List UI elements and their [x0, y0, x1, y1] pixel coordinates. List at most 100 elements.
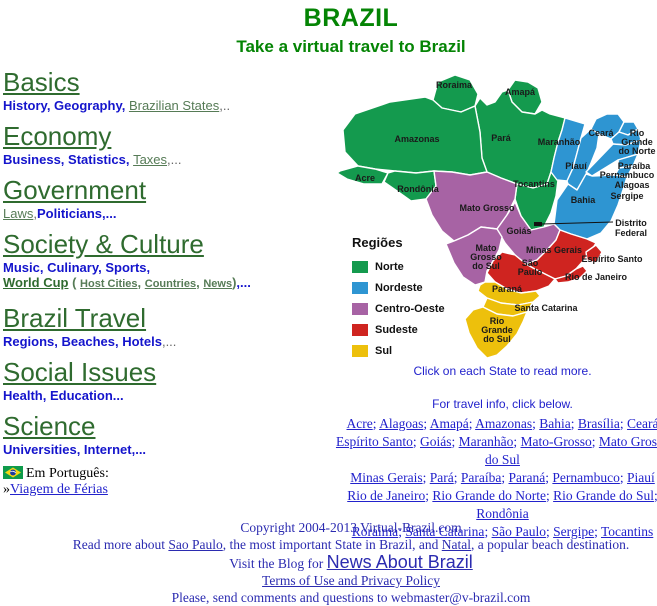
map-label-mato-grosso-do-sul-3[interactable]: do Sul	[472, 261, 500, 271]
link-economy[interactable]: Economy	[3, 121, 112, 151]
link-state-rio-grande-do-norte[interactable]: Rio Grande do Norte	[432, 488, 546, 503]
link-state-pernambuco[interactable]: Pernambuco	[552, 470, 620, 485]
map-label-rio-grande-do-norte-1[interactable]: Rio	[630, 128, 645, 138]
legend-title: Regiões	[352, 235, 403, 250]
link-state-mato-grosso[interactable]: Mato-Grosso	[520, 434, 592, 449]
link-society-culture[interactable]: Society & Culture	[3, 229, 204, 259]
map-label-distrito-federal-1[interactable]: Distrito	[615, 218, 647, 228]
map-label-piaui[interactable]: Piauí	[565, 161, 587, 171]
link-taxes[interactable]: Taxes	[133, 152, 168, 167]
link-state-minas-gerais[interactable]: Minas Gerais	[350, 470, 423, 485]
state-rio-grande-do-sul[interactable]	[464, 306, 528, 359]
link-state-amapa[interactable]: Amapá	[429, 416, 469, 431]
map-label-mato-grosso-do-sul-1[interactable]: Mato	[476, 243, 497, 253]
link-state-maranhao[interactable]: Maranhão	[458, 434, 514, 449]
link-state-paraiba[interactable]: Paraíba	[460, 470, 502, 485]
map-label-rio-grande-do-norte-2[interactable]: Grande	[621, 137, 653, 147]
link-science[interactable]: Science	[3, 411, 96, 441]
link-state-para[interactable]: Pará	[429, 470, 454, 485]
sep: ;	[451, 434, 459, 449]
map-label-paraiba[interactable]: Paraíba	[618, 161, 652, 171]
link-basics[interactable]: Basics	[3, 67, 80, 97]
link-state-goias[interactable]: Goiás	[419, 434, 452, 449]
link-state-alagoas[interactable]: Alagoas	[379, 416, 424, 431]
map-label-tocantins[interactable]: Tocantins	[513, 179, 555, 189]
link-state-piaui[interactable]: Piauí	[627, 470, 655, 485]
link-state-mato-grosso-do-sul[interactable]: Mato Grosso do Sul	[485, 434, 657, 467]
map-label-rio-de-janeiro[interactable]: Rio de Janeiro	[565, 272, 628, 282]
link-brazil-travel[interactable]: Brazil Travel	[3, 303, 147, 333]
link-laws[interactable]: Laws	[3, 206, 34, 221]
link-social-issues[interactable]: Social Issues	[3, 357, 157, 387]
link-state-ceara[interactable]: Ceará	[627, 416, 657, 431]
link-government[interactable]: Government	[3, 175, 147, 205]
map-label-santa-catarina[interactable]: Santa Catarina	[514, 303, 578, 313]
sep: ;	[594, 524, 601, 539]
state-mato-grosso-do-sul[interactable]	[445, 226, 503, 286]
map-label-rondonia[interactable]: Rondônia	[397, 184, 439, 194]
sep: ;	[545, 488, 554, 503]
distrito-federal-marker[interactable]	[534, 222, 542, 226]
link-state-acre[interactable]: Acre	[346, 416, 373, 431]
link-state-parana[interactable]: Paraná	[508, 470, 546, 485]
map-label-pernambuco[interactable]: Pernambuco	[600, 170, 655, 180]
map-label-para[interactable]: Pará	[491, 133, 512, 143]
map-label-sergipe[interactable]: Sergipe	[610, 191, 643, 201]
link-terms-privacy[interactable]: Terms of Use and Privacy Policy	[262, 573, 440, 588]
map-label-amazonas[interactable]: Amazonas	[394, 134, 439, 144]
map-label-maranhao[interactable]: Maranhão	[538, 137, 581, 147]
link-countries[interactable]: Countries	[144, 278, 197, 290]
state-acre[interactable]	[336, 165, 389, 185]
map-label-ceara[interactable]: Ceará	[588, 128, 614, 138]
state-espirito-santo[interactable]	[585, 244, 603, 264]
map-label-espirito-santo[interactable]: Espírito Santo	[581, 254, 643, 264]
map-label-roraima[interactable]: Roraima	[436, 80, 473, 90]
link-news[interactable]: News	[203, 278, 233, 290]
map-label-mato-grosso[interactable]: Mato Grosso	[459, 203, 515, 213]
link-state-bahia[interactable]: Bahia	[539, 416, 571, 431]
map-label-sao-paulo-1[interactable]: São	[522, 258, 539, 268]
link-host-cities[interactable]: Host Cities	[80, 278, 138, 290]
map-label-rio-grande-do-sul-3[interactable]: do Sul	[483, 334, 511, 344]
link-brazilian-states[interactable]: Brazilian States	[128, 98, 220, 113]
sep: ;	[570, 416, 578, 431]
map-label-distrito-federal-2[interactable]: Federal	[615, 228, 647, 238]
sep: ;	[423, 416, 430, 431]
map-label-rio-grande-do-sul-1[interactable]: Rio	[490, 316, 505, 326]
state-rio-de-janeiro[interactable]	[554, 265, 588, 284]
link-state-roraima[interactable]: Roraima	[351, 524, 399, 539]
map-label-alagoas[interactable]: Alagoas	[614, 180, 649, 190]
link-state-rio-grande-do-sul[interactable]: Rio Grande do Sul	[553, 488, 654, 503]
map-label-bahia[interactable]: Bahia	[571, 195, 597, 205]
link-state-rondonia[interactable]: Rondônia	[476, 506, 529, 521]
map-label-acre[interactable]: Acre	[355, 173, 375, 183]
link-natal[interactable]: Natal	[441, 537, 471, 552]
link-viagem-de-ferias[interactable]: Viagem de Férias	[10, 482, 108, 497]
map-click-note: Click on each State to read more.	[413, 364, 592, 378]
map-label-parana[interactable]: Paraná	[492, 284, 523, 294]
link-state-tocantins[interactable]: Tocantins	[601, 524, 654, 539]
link-state-amazonas[interactable]: Amazonas	[475, 416, 533, 431]
map-label-minas-gerais[interactable]: Minas Gerais	[526, 245, 582, 255]
link-world-cup[interactable]: World Cup	[3, 275, 69, 290]
link-state-rio-de-janeiro[interactable]: Rio de Janeiro	[347, 488, 426, 503]
link-state-brasilia[interactable]: Brasília	[577, 416, 620, 431]
state-maranhao[interactable]	[550, 117, 586, 182]
state-pernambuco[interactable]	[585, 139, 642, 177]
link-news-about-brazil[interactable]: News About Brazil	[326, 552, 473, 572]
map-label-sao-paulo-2[interactable]: Paulo	[518, 267, 543, 277]
link-state-espirito-santo[interactable]: Espírito Santo	[335, 434, 413, 449]
link-state-sao-paulo[interactable]: São Paulo	[491, 524, 546, 539]
map-label-goias[interactable]: Goiás	[506, 226, 531, 236]
map-label-rio-grande-do-norte-3[interactable]: do Norte	[619, 146, 656, 156]
portuguese-label: Em Português:	[26, 466, 109, 481]
link-state-santa-catarina[interactable]: Santa Catarina	[405, 524, 485, 539]
link-sao-paulo[interactable]: Sao Paulo	[168, 537, 223, 552]
map-label-rio-grande-do-sul-2[interactable]: Grande	[481, 325, 513, 335]
link-state-sergipe[interactable]: Sergipe	[553, 524, 595, 539]
brazil-map: Roraima Amapá Amazonas Pará Acre Rondôni…	[330, 72, 657, 364]
map-label-mato-grosso-do-sul-2[interactable]: Grosso	[470, 252, 502, 262]
right-panel: Click on each State to read more. For tr…	[330, 364, 657, 541]
map-label-amapa[interactable]: Amapá	[505, 87, 536, 97]
